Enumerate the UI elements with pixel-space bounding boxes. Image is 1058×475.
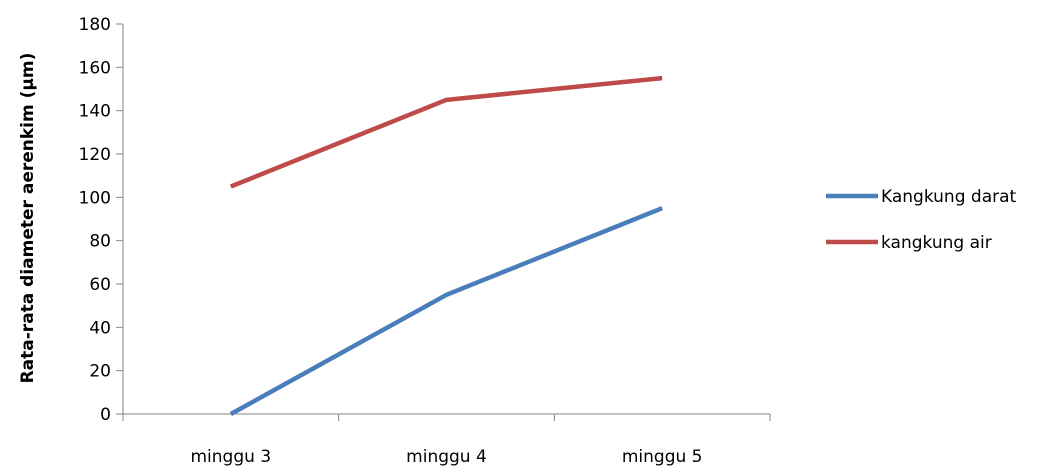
y-tick-label: 60 <box>89 275 111 295</box>
series-layer <box>229 75 664 416</box>
series-line-1 <box>229 206 664 416</box>
y-tick-label: 180 <box>79 15 111 35</box>
y-tick-label: 140 <box>79 102 111 122</box>
y-tick-label: 20 <box>89 362 111 382</box>
axes: 0 20 40 60 80 100 120 140 160 180 minggu 3 minggu 4… <box>79 15 771 467</box>
y-tick-label: 160 <box>79 58 111 78</box>
y-tick-label: 120 <box>79 145 111 165</box>
x-tick-label: minggu 4 <box>406 447 487 467</box>
legend-label: Kangkung darat <box>881 187 1017 207</box>
y-tick-label: 100 <box>79 188 111 208</box>
legend: Kangkung darat kangkung air <box>826 187 1017 253</box>
legend-label: kangkung air <box>881 233 992 253</box>
y-axis-title: Rata-rata diameter aerenkim (µm) <box>18 53 38 384</box>
y-tick-label: 0 <box>100 405 111 425</box>
y-tick-label: 40 <box>89 318 111 338</box>
y-tick-label: 80 <box>89 232 111 252</box>
series-line-2 <box>229 75 663 189</box>
x-tick-label: minggu 3 <box>191 447 272 467</box>
x-tick-label: minggu 5 <box>622 447 703 467</box>
